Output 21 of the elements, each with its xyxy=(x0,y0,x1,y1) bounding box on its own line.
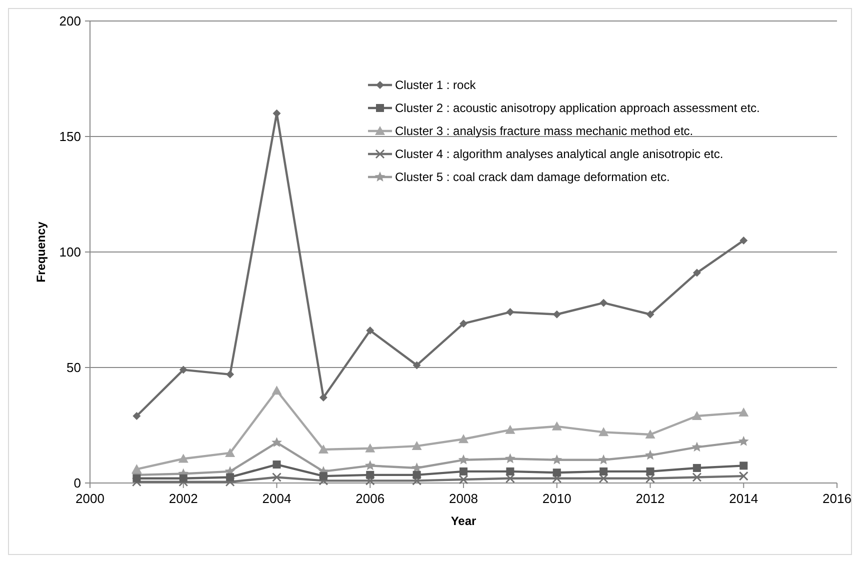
legend-label: Cluster 5 : coal crack dam damage deformation etc. xyxy=(395,170,670,184)
x-tick-label: 2014 xyxy=(729,491,758,506)
x-tick-label: 2008 xyxy=(449,491,478,506)
y-axis-title: Frequency xyxy=(34,221,48,282)
x-tick-label: 2016 xyxy=(822,491,852,506)
legend-label: Cluster 1 : rock xyxy=(395,78,477,92)
y-tick-label: 200 xyxy=(59,14,81,29)
y-tick-label: 150 xyxy=(59,129,81,144)
x-tick-label: 2004 xyxy=(262,491,292,506)
x-tick-label: 2012 xyxy=(636,491,665,506)
x-tick-label: 2010 xyxy=(542,491,572,506)
legend-label: Cluster 2 : acoustic anisotropy application approach assessment etc. xyxy=(395,101,760,116)
y-tick-label: 50 xyxy=(66,360,81,376)
x-tick-label: 2000 xyxy=(76,491,104,506)
legend-label: Cluster 4 : algorithm analyses analytical angle anisotropic etc. xyxy=(395,147,724,162)
y-tick-label: 100 xyxy=(59,244,81,260)
x-tick-label: 2006 xyxy=(356,491,385,506)
legend-label: Cluster 3 : analysis fracture mass mechanic method etc. xyxy=(395,124,694,138)
x-tick-label: 2002 xyxy=(168,491,198,506)
y-tick-label: 0 xyxy=(74,476,81,491)
x-axis-title: Year xyxy=(450,514,477,528)
